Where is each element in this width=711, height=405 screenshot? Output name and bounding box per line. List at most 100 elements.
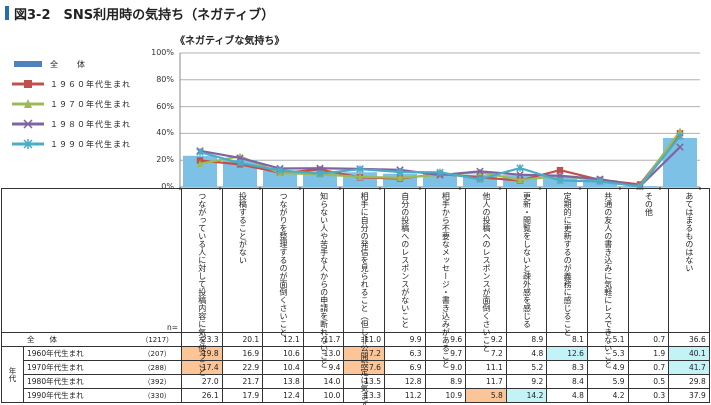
- table-cell: 16.9: [221, 346, 263, 361]
- table-cell: 8.9: [424, 374, 466, 389]
- table-row: 1970年代生まれ （288） 17.4 22.9 10.4 9.4 7.6 6.9 9.0 11…: [2, 360, 710, 375]
- point-series-2: [516, 176, 524, 184]
- table-cell: 6.3: [383, 346, 426, 361]
- category-label: 相手に自分の発信を見られること（但し非公開設定は気まずい）: [360, 192, 370, 405]
- table-cell: 5.3: [586, 346, 629, 361]
- row-n: （288）: [133, 360, 182, 375]
- point-series-1: [556, 166, 564, 174]
- category-label-cell: つながっている人に対して投稿内容に気を使うこと: [181, 188, 223, 376]
- chart-title: 《ネガティブな気持ち》: [175, 36, 285, 47]
- table-cell: 10.9: [424, 388, 466, 403]
- point-series-4: [196, 148, 204, 156]
- table-cell: 7.2: [343, 346, 385, 361]
- table-cell: 12.1: [262, 332, 304, 347]
- legend-swatch-icon: [12, 139, 44, 149]
- table-cell: 4.8: [505, 346, 547, 361]
- table-cell: 13.5: [343, 374, 385, 389]
- table-cell: 20.1: [221, 332, 263, 347]
- table-cell: 0.7: [627, 332, 669, 347]
- table-cell: 9.7: [424, 346, 466, 361]
- point-series-4: [356, 165, 364, 173]
- point-series-2: [356, 173, 364, 181]
- point-series-3: [676, 143, 684, 151]
- category-label-cell: 相手に自分の発信を見られること（但し非公開設定は気まずい）: [343, 188, 385, 405]
- category-label: 共通の友人の書き込みに気軽にレスできないこと: [603, 192, 613, 368]
- y-tick-label: 80%: [156, 74, 174, 84]
- legend-swatch-icon: [12, 80, 44, 88]
- table-cell: 9.2: [465, 332, 507, 347]
- page-title: 図3-2 SNS利用時の気持ち（ネガティブ）: [14, 8, 275, 23]
- table-cell: 8.9: [505, 332, 547, 347]
- table-cell: 12.8: [383, 374, 426, 389]
- category-label-cell: 知らない人や苦手な人からの申請を断れないこと: [302, 188, 344, 368]
- table-cell: 4.8: [546, 388, 588, 403]
- point-series-4: [316, 169, 324, 178]
- table-cell: 37.9: [668, 388, 710, 403]
- table-cell: 17.4: [181, 360, 223, 375]
- category-label-cell: 他人の投稿へのレスポンスが面倒くさいこと: [465, 188, 507, 352]
- table-cell: 23.3: [181, 332, 223, 347]
- point-series-4: [436, 168, 444, 177]
- table-cell: 41.7: [668, 360, 710, 375]
- legend-item: １９８０年代生まれ: [12, 114, 131, 134]
- row-label: 全 体: [1, 332, 134, 347]
- table-cell: 12.6: [546, 346, 588, 361]
- legend-swatch-icon: [12, 119, 44, 129]
- data-table: n= つながっている人に対して投稿内容に気を使うこと 投稿することがない つながりを整…: [1, 188, 710, 405]
- point-series-2: [396, 174, 404, 181]
- n-label: n=: [166, 323, 178, 332]
- point-series-4: [676, 132, 684, 140]
- group-label: 年代: [1, 346, 24, 403]
- table-cell: 10.4: [262, 360, 304, 375]
- table-cell: 11.1: [465, 360, 507, 375]
- table-cell: 8.1: [546, 332, 588, 347]
- legend-item: 全 体: [12, 54, 131, 74]
- table-cell: 14.2: [505, 388, 547, 403]
- row-label: 1970年代生まれ: [23, 360, 134, 375]
- category-label: 投稿することがない: [238, 192, 248, 264]
- table-cell: 26.1: [181, 388, 223, 403]
- category-label-cell: つながりを整理するのが面倒くさいこと: [262, 188, 304, 336]
- bar-total: [663, 137, 697, 187]
- category-label: 定期的に更新するのが義務に感じること: [563, 192, 573, 336]
- y-tick-label: 20%: [156, 155, 174, 165]
- table-cell: 5.2: [505, 360, 547, 375]
- table-cell: 12.4: [262, 388, 304, 403]
- row-n: （392）: [133, 374, 182, 389]
- table-cell: 9.2: [505, 374, 547, 389]
- legend-label: １９６０年代生まれ: [50, 79, 131, 89]
- table-cell: 11.0: [343, 332, 385, 347]
- table-cell: 8.3: [546, 360, 588, 375]
- bar-total: [423, 174, 457, 187]
- table-row: 年代 1960年代生まれ （207） 19.8 16.9 10.6 13.0 7.2 6.3 9.…: [1, 346, 710, 403]
- table-cell: 0.3: [627, 388, 669, 403]
- table-cell: 21.7: [221, 374, 263, 389]
- table-cell: 1.9: [627, 346, 669, 361]
- point-series-3: [316, 164, 324, 172]
- table-cell: 14.0: [302, 374, 344, 389]
- row-label: 1990年代生まれ: [23, 388, 134, 403]
- table-cell: 7.2: [465, 346, 507, 361]
- legend-swatch-icon: [14, 61, 42, 67]
- table-cell: 9.4: [302, 360, 344, 375]
- table-cell: 27.0: [181, 374, 223, 389]
- table-cell: 40.1: [668, 346, 710, 361]
- table-row: 全 体（1217） 23.3 20.1 12.1 11.7 11.0 9.9 9.6 9.2 8.…: [1, 332, 710, 347]
- point-series-1: [316, 166, 324, 173]
- table-cell: 9.6: [424, 332, 466, 347]
- point-series-2: [196, 159, 204, 167]
- table-cell: 9.9: [383, 332, 426, 347]
- category-label: 知らない人や苦手な人からの申請を断れないこと: [319, 192, 329, 368]
- y-tick-label: 40%: [156, 128, 174, 138]
- category-label: 相手から不要なメッセージ・書き込みがあること: [441, 192, 451, 368]
- table-cell: 17.9: [221, 388, 263, 403]
- point-series-3: [516, 170, 524, 179]
- legend-item: １９６０年代生まれ: [12, 74, 131, 94]
- category-label-cell: 共通の友人の書き込みに気軽にレスできないこと: [586, 188, 629, 368]
- row-label: 1960年代生まれ: [23, 346, 134, 361]
- category-label-cell: 定期的に更新するのが義務に感じること: [546, 188, 588, 336]
- legend: 全 体 １９６０年代生まれ １９７０年代生まれ １９８０年代生まれ １９９０年代生まれ: [12, 54, 131, 154]
- table-row: 1980年代生まれ （392） 27.0 21.7 13.8 14.0 13.5 12.8 8.…: [2, 374, 710, 389]
- y-tick-label: 60%: [156, 101, 174, 111]
